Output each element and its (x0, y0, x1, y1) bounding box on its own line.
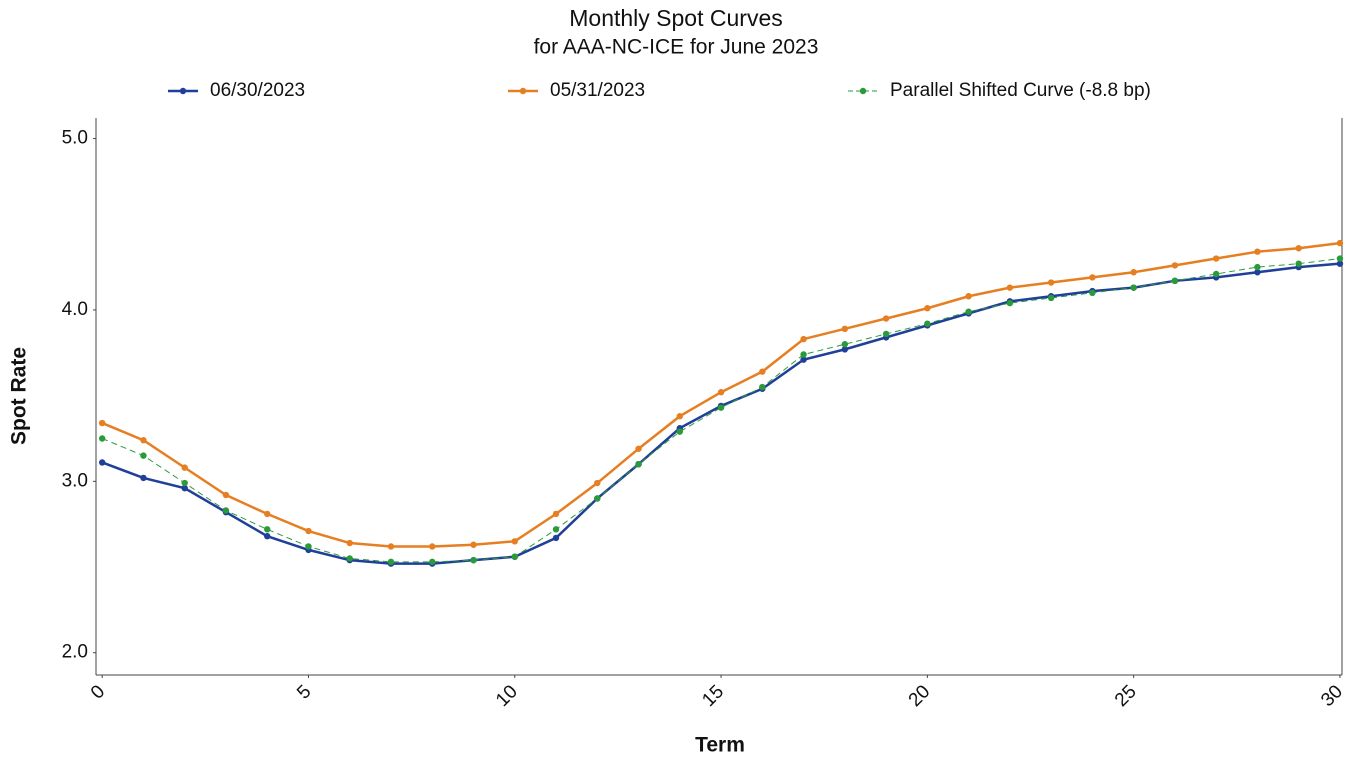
data-point (264, 526, 271, 533)
data-point (965, 308, 972, 315)
series-line (101, 262, 1341, 565)
data-point (552, 510, 560, 518)
data-point (1336, 260, 1344, 267)
legend-label: 05/31/2023 (550, 80, 645, 101)
chart-title: Monthly Spot Curves (569, 5, 782, 31)
data-point (1089, 289, 1096, 297)
data-point (181, 464, 188, 471)
data-point (924, 305, 931, 312)
data-point (98, 459, 106, 466)
data-point (222, 491, 230, 499)
data-point (1047, 294, 1055, 302)
data-point (1254, 263, 1261, 271)
data-point (800, 356, 807, 363)
data-point (511, 538, 518, 545)
data-point (222, 507, 230, 514)
legend-label: 06/30/2023 (210, 80, 305, 101)
data-point (841, 341, 849, 348)
data-point (305, 527, 312, 535)
data-point (511, 553, 518, 560)
data-point (470, 556, 477, 564)
data-point (429, 543, 436, 550)
data-point (800, 351, 807, 358)
data-point (759, 383, 766, 391)
data-point (346, 555, 353, 562)
data-point (470, 541, 477, 548)
data-point (181, 479, 188, 487)
data-point (181, 484, 188, 492)
data-point (841, 325, 849, 333)
data-point (841, 346, 849, 353)
x-axis-title: Term (695, 734, 745, 757)
data-point (1006, 299, 1014, 307)
legend-marker (859, 87, 867, 95)
data-point (717, 404, 725, 411)
data-point (140, 437, 147, 444)
data-point (1295, 245, 1302, 252)
data-point (1212, 270, 1220, 278)
data-point (346, 539, 353, 547)
chart-subtitle: for AAA-NC-ICE for June 2023 (534, 36, 819, 59)
data-point (1047, 279, 1055, 286)
y-axis-title: Spot Rate (8, 347, 31, 445)
data-point (717, 389, 725, 396)
data-point (305, 543, 312, 550)
y-tick-label: 2.0 (62, 642, 88, 663)
data-point (387, 558, 395, 566)
y-tick-label: 3.0 (62, 470, 88, 491)
data-point (429, 558, 436, 566)
y-tick-label: 4.0 (62, 299, 88, 320)
x-tick-label: 15 (698, 681, 728, 711)
data-point (552, 526, 560, 533)
data-point (882, 330, 890, 338)
data-point (759, 368, 766, 375)
data-point (924, 320, 931, 327)
data-point (676, 413, 684, 420)
data-point (264, 510, 271, 518)
data-point (635, 445, 642, 452)
data-point (98, 435, 106, 442)
data-point (800, 335, 807, 343)
data-point (965, 293, 972, 300)
data-point (1171, 262, 1179, 269)
x-tick-label: 30 (1317, 681, 1346, 711)
data-point (552, 534, 560, 542)
x-tick-label: 25 (1111, 681, 1141, 711)
data-point (140, 452, 147, 459)
legend-marker (519, 87, 527, 95)
data-point (387, 543, 395, 550)
data-point (594, 479, 601, 487)
x-tick-label: 0 (87, 681, 109, 703)
data-point (1130, 269, 1137, 276)
data-point (1254, 248, 1261, 255)
data-point (140, 474, 147, 482)
legend-label: Parallel Shifted Curve (-8.8 bp) (890, 80, 1151, 101)
legend-marker (179, 87, 187, 95)
data-point (594, 495, 601, 502)
data-point (1171, 277, 1179, 285)
data-point (1006, 284, 1014, 291)
data-point (882, 315, 890, 322)
x-tick-label: 20 (905, 681, 935, 711)
x-tick-label: 5 (293, 681, 315, 703)
data-point (1336, 255, 1344, 262)
data-point (1212, 255, 1220, 262)
data-point (635, 460, 642, 468)
x-tick-label: 10 (492, 681, 522, 711)
data-point (676, 428, 684, 435)
data-point (1254, 269, 1261, 276)
data-point (1295, 260, 1302, 267)
data-point (264, 532, 271, 540)
data-point (1336, 239, 1344, 247)
y-tick-label: 5.0 (62, 128, 88, 149)
data-point (1130, 284, 1137, 291)
data-point (98, 419, 106, 427)
data-point (1089, 274, 1096, 281)
